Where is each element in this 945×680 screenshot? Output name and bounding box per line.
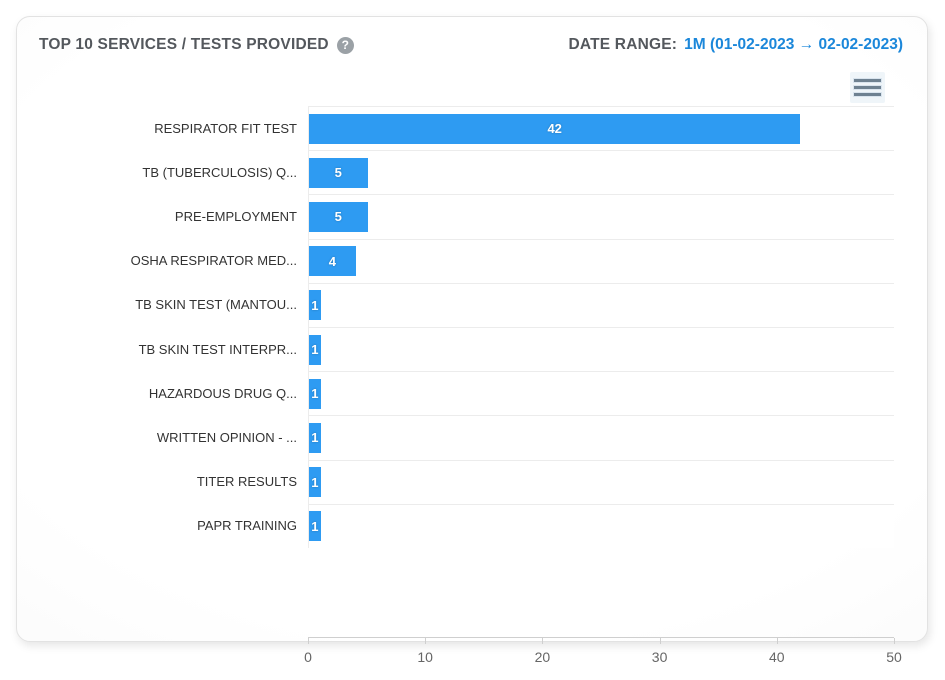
chart-title: TOP 10 SERVICES / TESTS PROVIDED xyxy=(39,36,329,53)
bar-chart: RESPIRATOR FIT TEST 42 TB (TUBERCULOSIS) Q… xyxy=(17,106,902,665)
date-range-value: 1M (01-02-2023 → 02-02-2023) xyxy=(684,36,903,53)
date-range: DATE RANGE: 1M (01-02-2023 → 02-02-2023) xyxy=(568,36,903,54)
chart-card: TOP 10 SERVICES / TESTS PROVIDED ? DATE … xyxy=(16,16,928,665)
category-label: TB SKIN TEST (MANTOU... xyxy=(135,297,297,313)
category-label: TB (TUBERCULOSIS) Q... xyxy=(142,164,297,180)
chart-row: PRE-EMPLOYMENT 5 xyxy=(17,194,894,239)
bar-value-label: 42 xyxy=(547,121,562,137)
category-label: TB SKIN TEST INTERPR... xyxy=(138,341,297,357)
bar-track: 42 xyxy=(308,106,894,151)
bar-6[interactable]: 1 xyxy=(309,378,321,409)
category-label: OSHA RESPIRATOR MED... xyxy=(130,253,297,269)
chart-row: OSHA RESPIRATOR MED... 4 xyxy=(17,238,894,283)
bar-track: 5 xyxy=(308,194,894,239)
bar-2[interactable]: 5 xyxy=(309,201,368,232)
category-label: HAZARDOUS DRUG Q... xyxy=(148,385,297,401)
bar-value-label: 4 xyxy=(328,253,337,269)
bar-3[interactable]: 4 xyxy=(309,246,356,277)
bar-1[interactable]: 5 xyxy=(309,157,368,188)
x-axis-tick-label: 20 xyxy=(534,649,551,665)
bar-track: 1 xyxy=(308,282,894,327)
bar-track: 5 xyxy=(308,150,894,195)
x-axis-tick xyxy=(659,638,661,644)
bar-track: 4 xyxy=(308,238,894,283)
bar-value-label: 1 xyxy=(311,474,319,490)
chart-row: TITER RESULTS 1 xyxy=(17,459,894,504)
bar-value-label: 1 xyxy=(311,518,319,534)
bar-track: 1 xyxy=(308,415,894,460)
bar-track: 1 xyxy=(308,326,894,372)
chart-context-menu-button[interactable] xyxy=(850,72,885,103)
bar-track: 1 xyxy=(308,459,894,504)
x-axis-tick-label: 0 xyxy=(304,649,312,665)
x-axis-tick xyxy=(425,638,427,644)
bar-value-label: 1 xyxy=(311,297,319,313)
bar-track: 1 xyxy=(308,371,894,416)
hamburger-menu-icon xyxy=(854,85,881,89)
hamburger-menu-icon xyxy=(854,78,881,82)
chart-row: HAZARDOUS DRUG Q... 1 xyxy=(17,371,894,416)
category-label: RESPIRATOR FIT TEST xyxy=(154,120,297,136)
bar-4[interactable]: 1 xyxy=(309,290,321,321)
x-axis-tick-label: 50 xyxy=(886,649,902,665)
date-range-label: DATE RANGE: xyxy=(568,36,678,53)
bar-value-label: 5 xyxy=(334,209,342,225)
chart-row: TB (TUBERCULOSIS) Q... 5 xyxy=(17,150,894,195)
x-axis-tick xyxy=(776,638,778,644)
chart-row: TB SKIN TEST (MANTOU... 1 xyxy=(17,282,894,327)
category-label: PAPR TRAINING xyxy=(197,518,297,534)
bar-value-label: 5 xyxy=(334,165,342,181)
x-axis-tick-label: 10 xyxy=(417,649,433,665)
hamburger-menu-icon xyxy=(854,92,881,96)
x-axis-tick xyxy=(308,638,309,644)
category-label: TITER RESULTS xyxy=(196,474,297,490)
bar-9[interactable]: 1 xyxy=(309,511,321,542)
chart-row: RESPIRATOR FIT TEST 42 xyxy=(17,106,894,151)
bar-5[interactable]: 1 xyxy=(309,334,321,365)
chart-row: WRITTEN OPINION - ... 1 xyxy=(17,415,894,460)
x-axis-tick-label: 30 xyxy=(651,649,668,665)
x-axis-tick xyxy=(894,638,895,644)
chart-row: TB SKIN TEST INTERPR... 1 xyxy=(17,326,894,372)
chart-header: TOP 10 SERVICES / TESTS PROVIDED ? DATE … xyxy=(17,17,927,54)
title-group: TOP 10 SERVICES / TESTS PROVIDED ? xyxy=(39,36,354,54)
chart-row: PAPR TRAINING 1 xyxy=(17,503,894,548)
x-axis-tick-label: 40 xyxy=(769,649,785,665)
bar-8[interactable]: 1 xyxy=(309,467,321,498)
category-label: WRITTEN OPINION - ... xyxy=(156,429,297,445)
bar-value-label: 1 xyxy=(311,430,319,446)
help-icon[interactable]: ? xyxy=(336,36,354,54)
bar-track: 1 xyxy=(308,503,894,548)
x-axis-tick xyxy=(542,638,544,644)
bar-7[interactable]: 1 xyxy=(309,422,321,453)
bar-value-label: 1 xyxy=(311,386,319,402)
bar-0[interactable]: 42 xyxy=(309,113,801,144)
bar-value-label: 1 xyxy=(311,342,319,358)
chart-rows: RESPIRATOR FIT TEST 42 TB (TUBERCULOSIS) Q… xyxy=(17,106,894,548)
category-label: PRE-EMPLOYMENT xyxy=(174,208,297,224)
